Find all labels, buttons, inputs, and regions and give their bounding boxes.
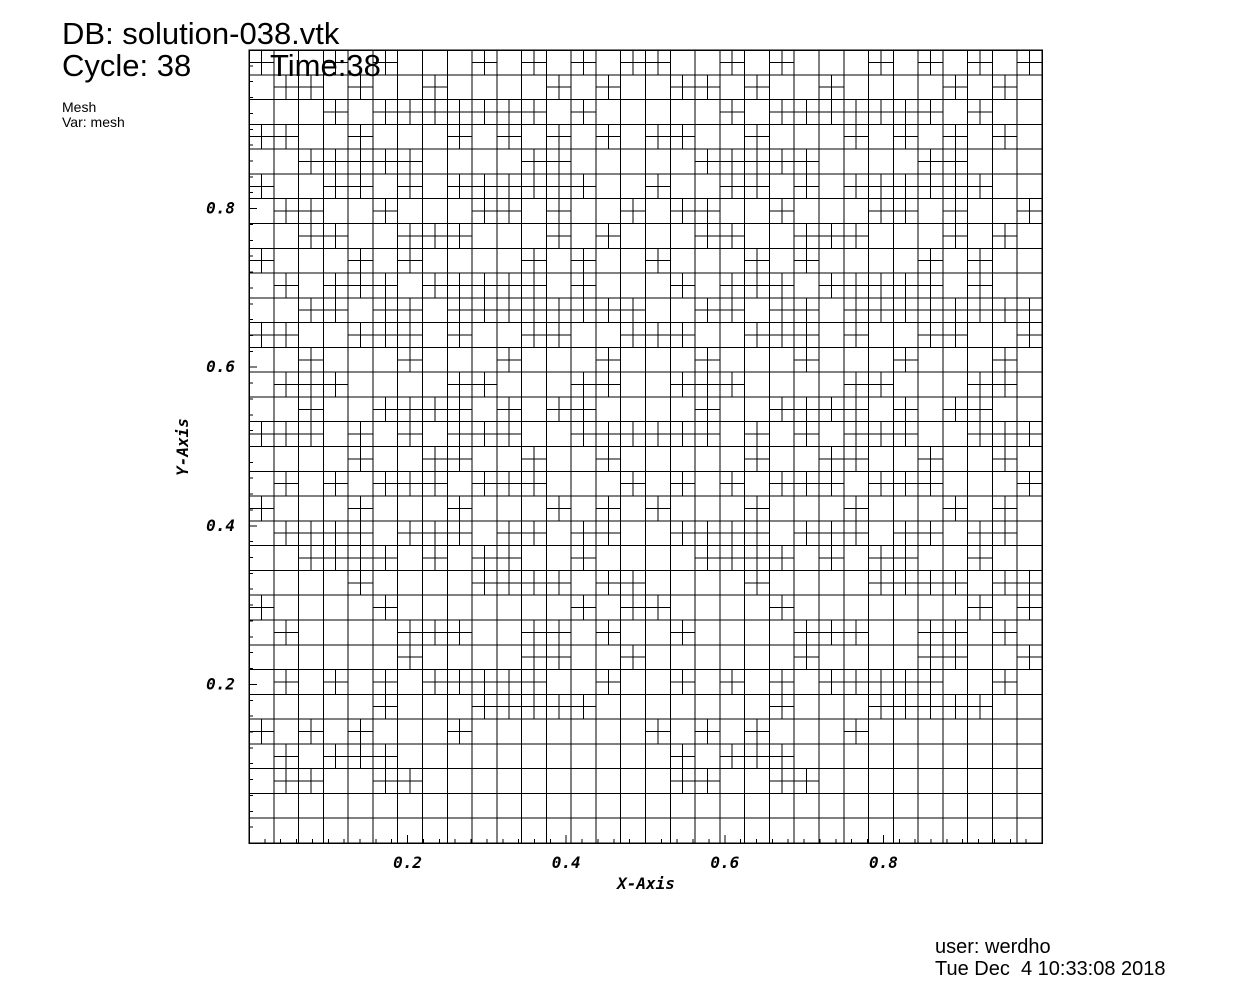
user-label: user: werdho (935, 936, 1051, 958)
x-tick-label: 0.2 (393, 853, 422, 872)
y-tick-label: 0.4 (206, 516, 235, 535)
plot-type-label: Mesh (62, 99, 97, 115)
date-label: Tue Dec 4 10:33:08 2018 (935, 958, 1166, 980)
mesh-grid (249, 50, 1042, 843)
plot-variable-label: Var: mesh (62, 114, 125, 130)
y-axis-title: Y-Axis (173, 418, 192, 476)
y-axis-ticks (249, 65, 257, 828)
x-axis-title: X-Axis (615, 874, 675, 893)
x-axis-ticks (264, 835, 1027, 843)
y-tick-label: 0.6 (206, 357, 235, 376)
y-axis-tick-labels: 0.2 0.4 0.6 0.8 (206, 199, 235, 694)
x-tick-label: 0.6 (710, 853, 739, 872)
x-tick-label: 0.4 (552, 853, 581, 872)
db-title: DB: solution-038.vtk (62, 16, 340, 51)
x-tick-label: 0.8 (869, 853, 898, 872)
y-tick-label: 0.2 (206, 674, 235, 693)
cycle-label: Cycle: 38 (62, 48, 192, 83)
x-axis-tick-labels: 0.2 0.4 0.6 0.8 (393, 853, 898, 872)
time-label: Time:38 (270, 48, 381, 83)
y-tick-label: 0.8 (206, 199, 235, 218)
